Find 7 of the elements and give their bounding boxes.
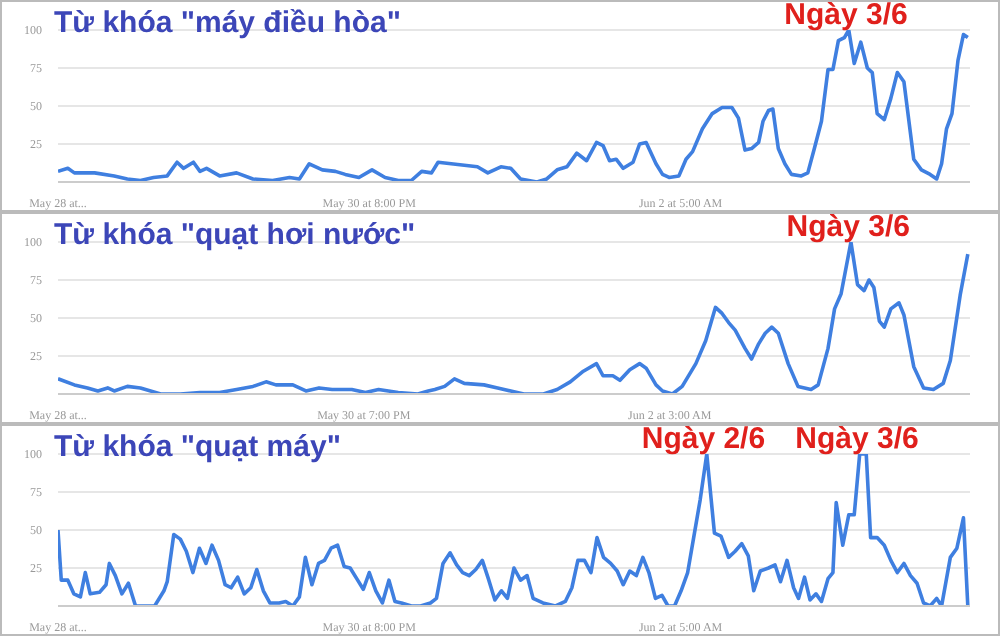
annotation: Ngày 3/6 <box>786 210 910 244</box>
annotation: Ngày 2/6 <box>641 422 766 456</box>
chart-title: Từ khóa "quạt máy" <box>54 430 341 464</box>
chart-title: Từ khóa "quạt hơi nước" <box>54 218 416 252</box>
annotation: Ngày 3/6 <box>795 422 919 456</box>
annotation: Ngày 3/6 <box>784 0 908 32</box>
chart-title: Từ khóa "máy điều hòa" <box>54 6 401 40</box>
